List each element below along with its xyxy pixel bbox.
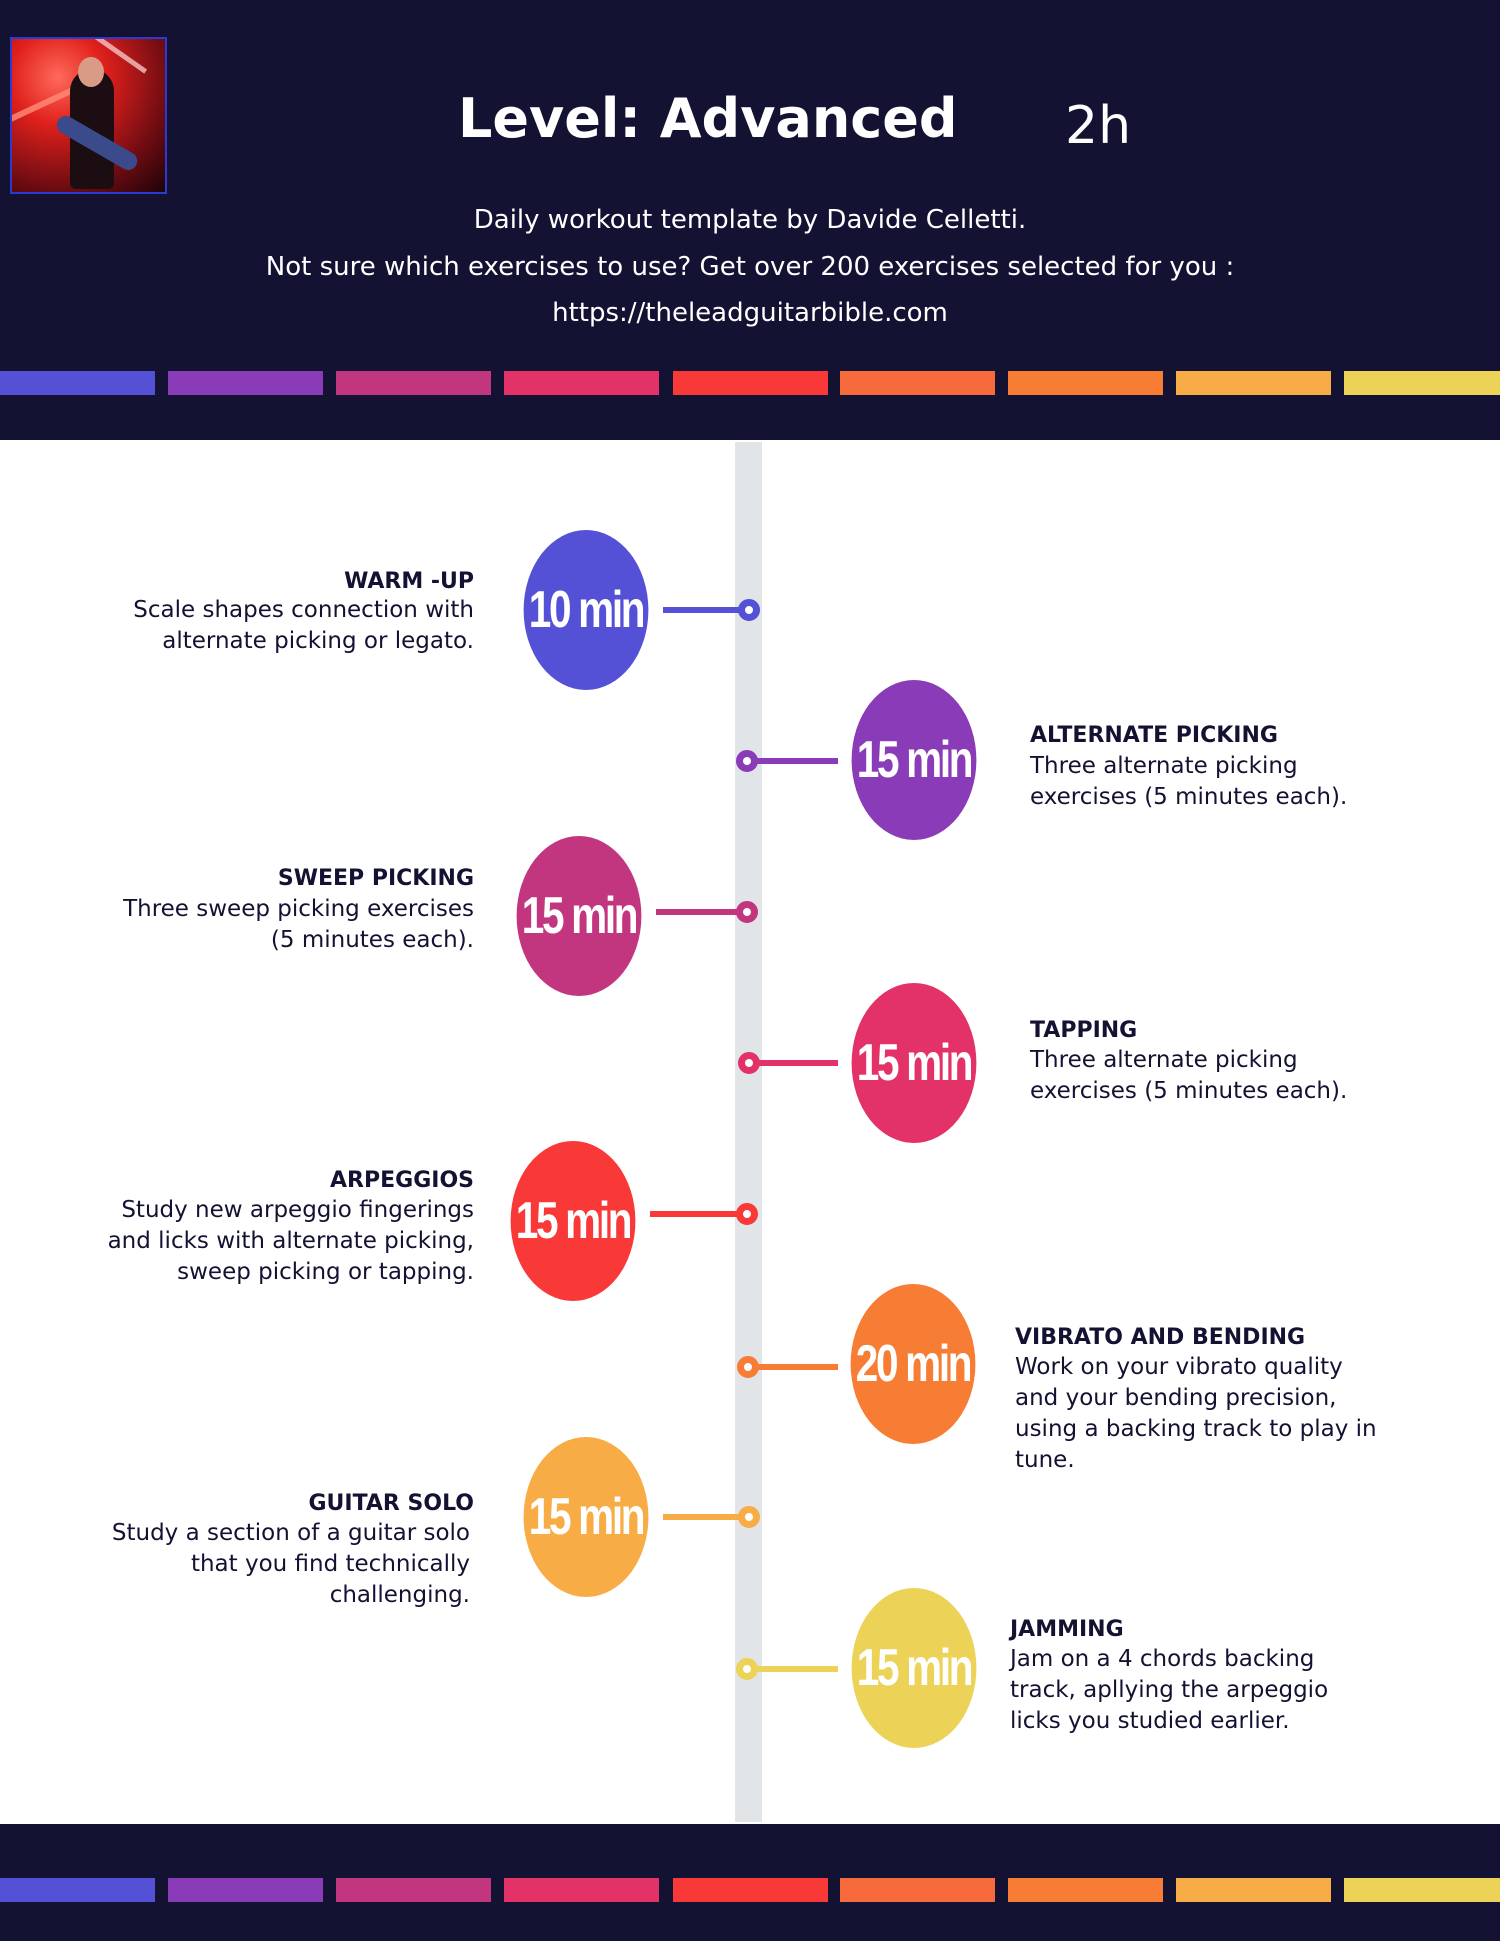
- timeline-dot: [736, 901, 758, 923]
- connector: [656, 909, 748, 915]
- session-title: WARM -UP: [344, 569, 474, 594]
- connector: [663, 1514, 748, 1520]
- subtitle-line-1: Daily workout template by Davide Cellett…: [473, 205, 1027, 235]
- session-description: Three alternate picking exercises (5 min…: [1030, 753, 1348, 810]
- color-bar: [504, 371, 659, 395]
- time-circle: 15 min: [516, 836, 642, 996]
- time-circle: 15 min: [851, 1588, 977, 1748]
- timeline-dot: [738, 599, 760, 621]
- connector: [748, 1364, 838, 1370]
- color-bar: [1008, 371, 1163, 395]
- color-bar: [840, 371, 995, 395]
- session-description: Three sweep picking exercises (5 minutes…: [123, 896, 474, 953]
- timeline-dot: [736, 750, 758, 772]
- connector: [663, 607, 748, 613]
- color-bar: [1008, 1878, 1163, 1902]
- timeline-dot: [737, 1356, 759, 1378]
- time-circle: 15 min: [851, 680, 977, 840]
- color-bar: [840, 1878, 995, 1902]
- color-bar: [0, 371, 155, 395]
- session-title: JAMMING: [1010, 1617, 1124, 1642]
- color-bar: [336, 371, 491, 395]
- timeline-line: [735, 442, 762, 1822]
- color-bar: [1176, 371, 1331, 395]
- session-title: TAPPING: [1030, 1018, 1138, 1043]
- timeline-dot: [738, 1506, 760, 1528]
- session-description: Study a section of a guitar solo that yo…: [111, 1520, 470, 1608]
- session-title: VIBRATO AND BENDING: [1015, 1325, 1306, 1350]
- session-title: ALTERNATE PICKING: [1030, 723, 1278, 748]
- color-bar: [673, 371, 828, 395]
- session-description: Three alternate picking exercises (5 min…: [1030, 1047, 1348, 1104]
- time-circle: 10 min: [523, 530, 649, 690]
- session-title: SWEEP PICKING: [277, 866, 474, 891]
- color-bar: [504, 1878, 659, 1902]
- guitarist-photo: [10, 37, 167, 194]
- total-duration: 2h: [1065, 96, 1132, 156]
- color-bar: [168, 1878, 323, 1902]
- time-circle: 15 min: [510, 1141, 636, 1301]
- time-circle: 15 min: [851, 983, 977, 1143]
- subtitle-line-2: Not sure which exercises to use? Get ove…: [265, 252, 1235, 282]
- session-title: GUITAR SOLO: [308, 1491, 474, 1516]
- header: Level: Advanced 2h Daily workout templat…: [0, 0, 1500, 440]
- page-title: Level: Advanced: [458, 87, 958, 150]
- connector: [748, 1666, 838, 1672]
- time-circle: 20 min: [850, 1284, 976, 1444]
- time-circle: 15 min: [523, 1437, 649, 1597]
- timeline-dot: [736, 1203, 758, 1225]
- session-description: Scale shapes connection with alternate p…: [133, 597, 474, 654]
- session-description: Jam on a 4 chords backing track, apllyin…: [1010, 1646, 1329, 1734]
- color-bar: [1344, 1878, 1500, 1902]
- color-bar: [1176, 1878, 1331, 1902]
- connector: [748, 758, 838, 764]
- color-bar: [168, 371, 323, 395]
- color-bar: [673, 1878, 828, 1902]
- color-bar: [336, 1878, 491, 1902]
- connector: [748, 1060, 838, 1066]
- session-description: Study new arpeggio fingerings and licks …: [107, 1197, 474, 1285]
- color-bar: [1344, 371, 1500, 395]
- timeline-dot: [736, 1658, 758, 1680]
- footer: [0, 1824, 1500, 1941]
- color-bar: [0, 1878, 155, 1902]
- connector: [650, 1211, 748, 1217]
- timeline-dot: [738, 1052, 760, 1074]
- session-title: ARPEGGIOS: [330, 1168, 474, 1193]
- website-link[interactable]: https://theleadguitarbible.com: [552, 298, 948, 328]
- session-description: Work on your vibrato quality and your be…: [1015, 1354, 1377, 1473]
